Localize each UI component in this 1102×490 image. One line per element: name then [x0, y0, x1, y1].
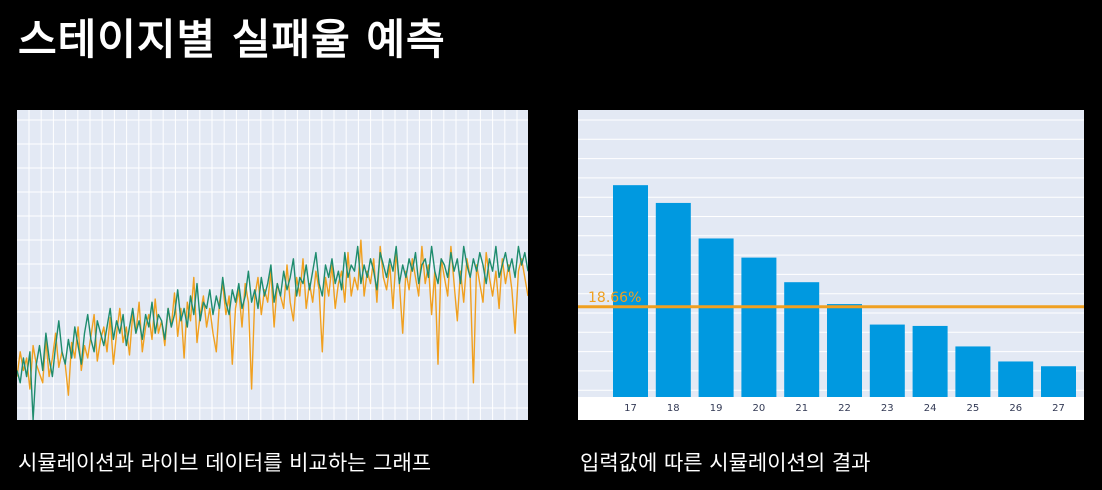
x-tick-label: 24 — [924, 403, 937, 414]
bar-18 — [655, 202, 691, 397]
x-axis-band — [578, 397, 1084, 420]
bar-25 — [955, 346, 991, 397]
x-tick-label: 17 — [624, 403, 637, 414]
x-tick-label: 27 — [1052, 403, 1065, 414]
x-tick-label: 20 — [753, 403, 766, 414]
line-chart-panel — [17, 110, 528, 420]
x-tick-label: 22 — [838, 403, 851, 414]
series-line-0 — [17, 239, 528, 396]
bar-chart-reference: 18.66% — [578, 290, 1084, 309]
x-tick-label: 23 — [881, 403, 894, 414]
bar-24 — [912, 325, 948, 397]
x-tick-label: 21 — [795, 403, 808, 414]
bar-chart-bars — [613, 185, 1076, 397]
x-tick-label: 19 — [710, 403, 723, 414]
bar-17 — [613, 185, 648, 397]
bar-chart-caption: 입력값에 따른 시뮬레이션의 결과 — [580, 451, 871, 475]
bar-26 — [998, 361, 1034, 397]
bar-22 — [827, 304, 862, 397]
line-chart-series — [17, 239, 528, 420]
bar-19 — [698, 238, 734, 397]
bar-chart-panel: 17 18 19 20 21 22 23 24 25 26 27 18.66% — [578, 110, 1084, 420]
x-tick-label: 18 — [667, 403, 680, 414]
series-line-1 — [17, 245, 528, 420]
x-tick-label: 26 — [1009, 403, 1022, 414]
bar-chart: 17 18 19 20 21 22 23 24 25 26 27 18.66% — [578, 119, 1084, 420]
bar-20 — [741, 257, 777, 397]
reference-line-label: 18.66% — [588, 290, 641, 306]
bar-23 — [869, 324, 905, 397]
page-title: 스테이지별 실패율 예측 — [18, 15, 446, 64]
line-chart-grid — [17, 110, 528, 420]
line-chart — [17, 110, 528, 420]
x-tick-label: 25 — [967, 403, 980, 414]
bar-27 — [1041, 366, 1076, 397]
bar-21 — [784, 282, 820, 397]
line-chart-caption: 시뮬레이션과 라이브 데이터를 비교하는 그래프 — [18, 451, 432, 475]
bar-chart-ticks: 17 18 19 20 21 22 23 24 25 26 27 — [624, 403, 1065, 414]
